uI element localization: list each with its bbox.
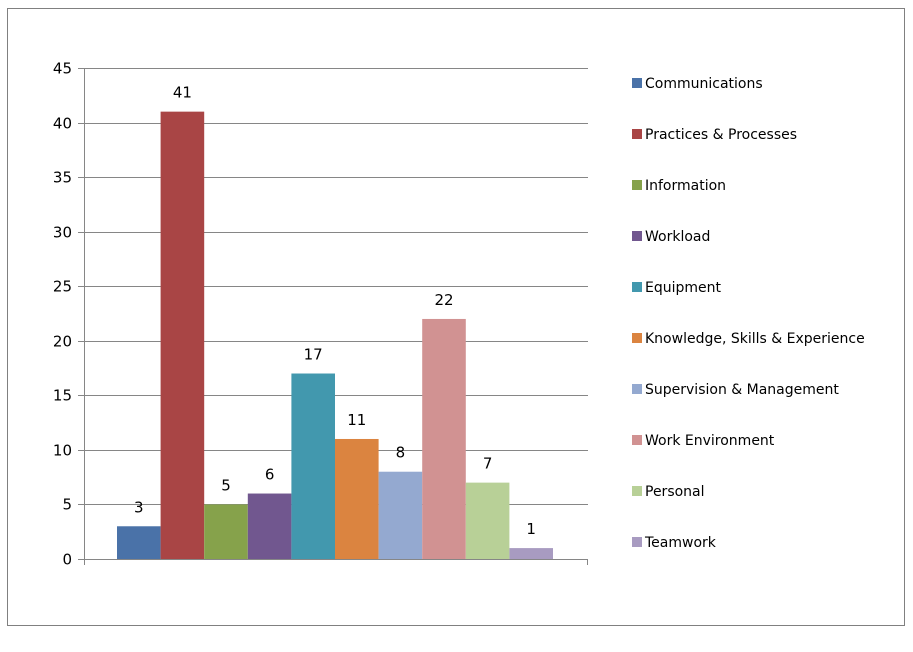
data-label: 22 bbox=[434, 291, 453, 309]
legend-swatch bbox=[632, 231, 642, 241]
legend-label: Work Environment bbox=[645, 433, 775, 449]
legend-label: Workload bbox=[645, 229, 710, 245]
chart-frame: 0 5 10 15 20 25 30 35 40 45 3 41 5 6 17 11 8 22 7 1 Commun… bbox=[7, 8, 905, 626]
bar bbox=[509, 548, 553, 559]
data-label: 7 bbox=[483, 455, 493, 473]
bar bbox=[378, 471, 423, 559]
data-label: 5 bbox=[221, 476, 231, 494]
y-tick-label: 45 bbox=[53, 60, 72, 78]
legend-swatch bbox=[632, 333, 642, 343]
bars bbox=[117, 111, 553, 560]
bar bbox=[335, 438, 379, 559]
legend-label: Practices & Processes bbox=[645, 127, 797, 143]
legend-label: Communications bbox=[645, 76, 763, 92]
legend: Communications Practices & Processes Infor… bbox=[632, 76, 865, 551]
y-tick-label: 15 bbox=[53, 387, 72, 405]
y-tick-label: 0 bbox=[62, 551, 72, 569]
bar-chart: 0 5 10 15 20 25 30 35 40 45 3 41 5 6 17 11 8 22 7 1 Commun… bbox=[53, 60, 865, 569]
y-tick-label: 25 bbox=[53, 278, 72, 296]
legend-label: Knowledge, Skills & Experience bbox=[645, 331, 865, 347]
legend-swatch bbox=[632, 180, 642, 190]
legend-label: Personal bbox=[645, 484, 705, 500]
data-label: 41 bbox=[173, 84, 192, 102]
bar bbox=[160, 111, 205, 560]
data-label: 11 bbox=[347, 411, 366, 429]
legend-label: Teamwork bbox=[644, 535, 717, 551]
data-labels: 3 41 5 6 17 11 8 22 7 1 bbox=[134, 84, 536, 538]
legend-swatch bbox=[632, 78, 642, 88]
legend-swatch bbox=[632, 537, 642, 547]
data-label: 6 bbox=[265, 466, 275, 484]
bar bbox=[117, 526, 161, 559]
bar bbox=[247, 493, 292, 559]
y-tick-label: 20 bbox=[53, 333, 72, 351]
bar bbox=[465, 482, 510, 559]
legend-swatch bbox=[632, 129, 642, 139]
legend-swatch bbox=[632, 384, 642, 394]
y-tick-label: 40 bbox=[53, 115, 72, 133]
y-tick-label: 30 bbox=[53, 224, 72, 242]
data-label: 8 bbox=[396, 444, 406, 462]
bar bbox=[422, 318, 466, 559]
legend-label: Equipment bbox=[645, 280, 722, 296]
legend-label: Information bbox=[645, 178, 726, 194]
bar bbox=[204, 504, 248, 559]
data-label: 1 bbox=[526, 520, 536, 538]
data-label: 17 bbox=[304, 346, 323, 364]
legend-swatch bbox=[632, 282, 642, 292]
y-tick-label: 5 bbox=[62, 496, 72, 514]
legend-label: Supervision & Management bbox=[645, 382, 839, 398]
y-tick-label: 35 bbox=[53, 169, 72, 187]
legend-swatch bbox=[632, 435, 642, 445]
bar bbox=[291, 373, 335, 559]
legend-swatch bbox=[632, 486, 642, 496]
data-label: 3 bbox=[134, 498, 144, 516]
y-tick-label: 10 bbox=[53, 442, 72, 460]
